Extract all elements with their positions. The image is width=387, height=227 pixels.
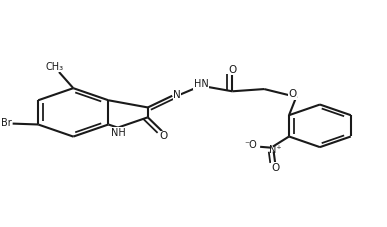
Text: N⁺: N⁺ — [269, 145, 281, 155]
Text: NH: NH — [111, 128, 126, 138]
Text: O: O — [272, 163, 280, 173]
Text: ⁻O: ⁻O — [244, 140, 257, 150]
Text: O: O — [228, 64, 236, 74]
Text: HN: HN — [194, 79, 209, 89]
Text: Br: Br — [0, 118, 11, 128]
Text: N: N — [173, 90, 181, 100]
Text: O: O — [159, 131, 168, 141]
Text: O: O — [289, 89, 297, 99]
Text: CH₃: CH₃ — [45, 62, 63, 72]
